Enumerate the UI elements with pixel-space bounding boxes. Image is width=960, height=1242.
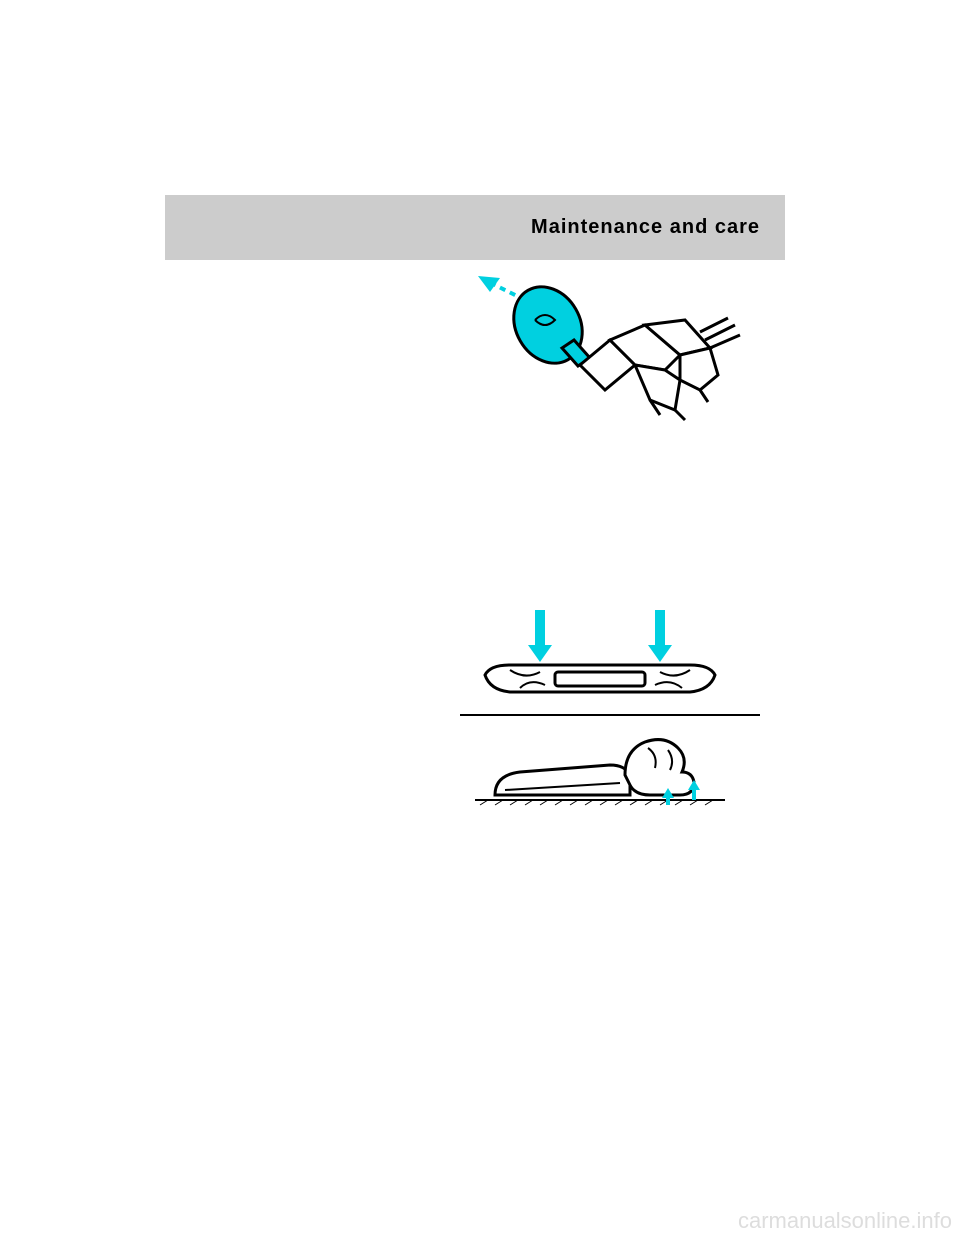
- bulb-icon: [500, 274, 595, 375]
- header-bar: Maintenance and care: [165, 195, 785, 260]
- page: Maintenance and care: [0, 0, 960, 1242]
- socket-icon: [580, 318, 740, 420]
- arrow-press-right-icon: [648, 610, 672, 662]
- lens-top-icon: [485, 665, 715, 692]
- lens-side-icon: [475, 740, 725, 805]
- page-title: Maintenance and care: [531, 216, 760, 239]
- arrow-pull-icon: [478, 276, 525, 300]
- watermark: carmanualsonline.info: [738, 1208, 952, 1234]
- arrow-press-left-icon: [528, 610, 552, 662]
- illustration-dome-light: [450, 600, 770, 830]
- illustration-bulb-socket: [450, 270, 770, 460]
